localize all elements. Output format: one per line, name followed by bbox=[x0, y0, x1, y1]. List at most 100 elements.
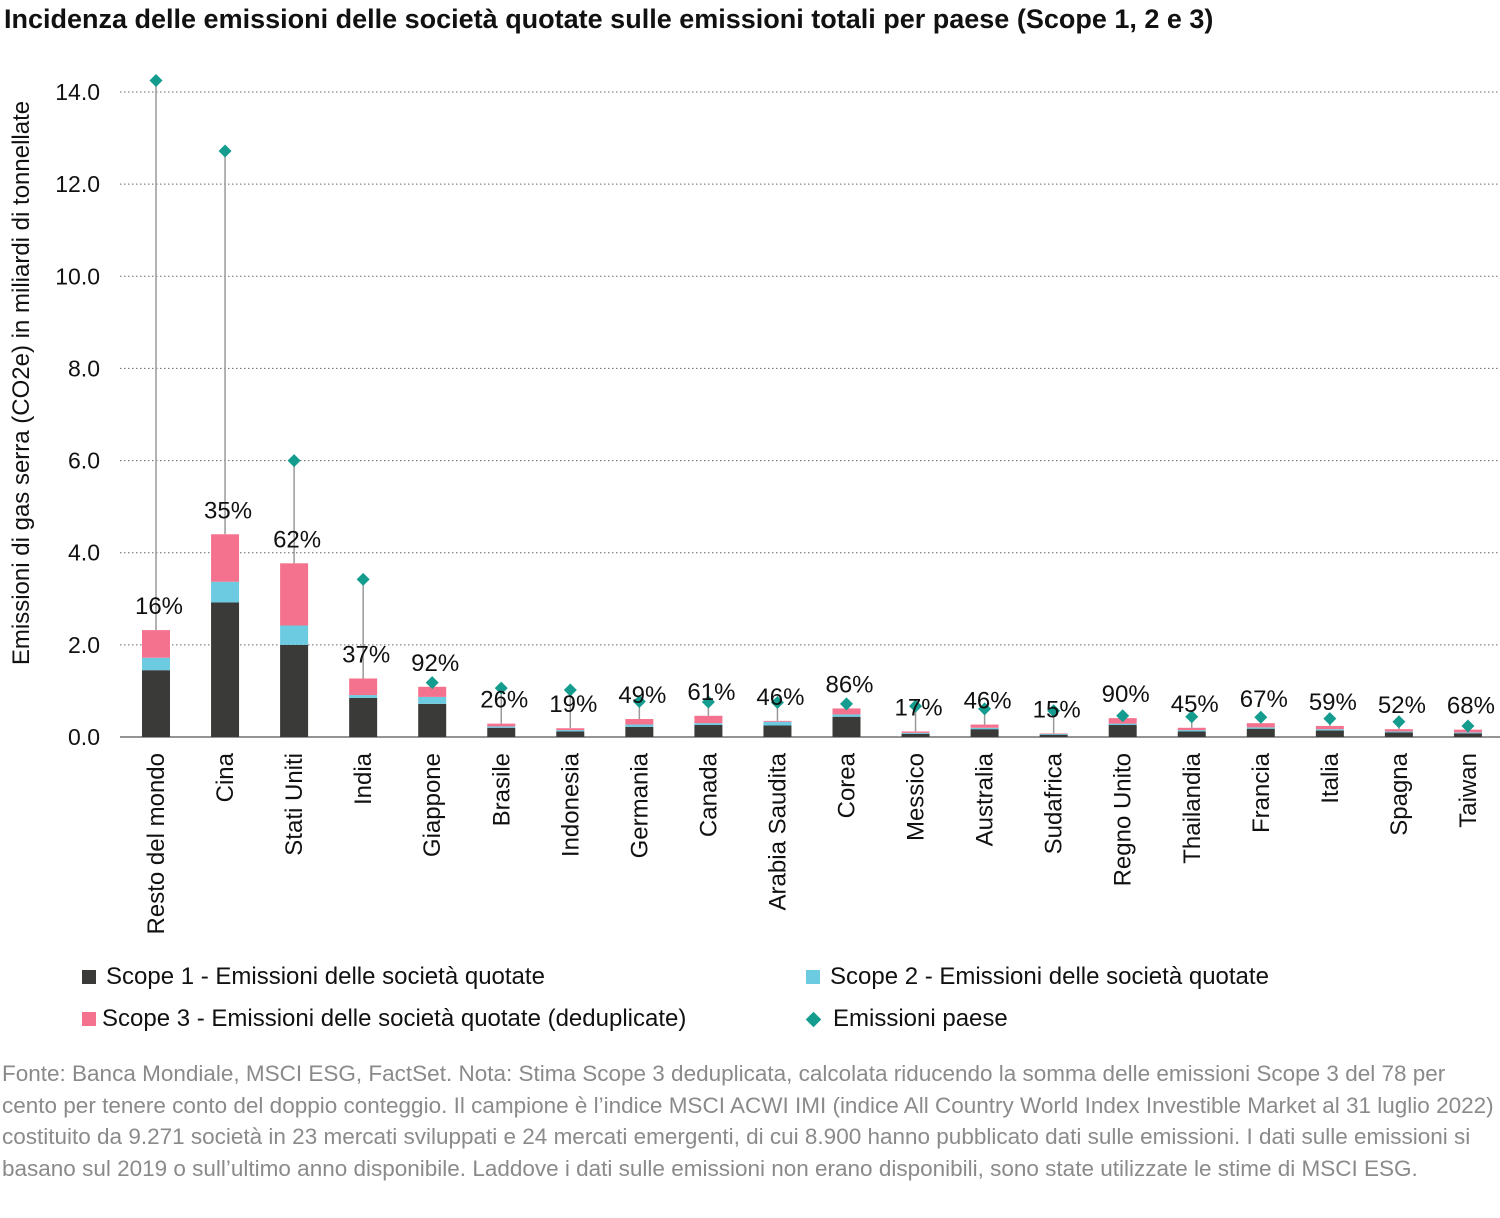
category-label: Taiwan bbox=[1455, 753, 1482, 828]
country-point bbox=[1254, 710, 1268, 724]
category-label: Messico bbox=[903, 753, 930, 841]
country-points bbox=[149, 73, 1475, 733]
country-point bbox=[425, 676, 439, 690]
data-label: 86% bbox=[825, 671, 873, 698]
bar-scope2 bbox=[1039, 733, 1068, 735]
bar-scope3 bbox=[280, 563, 309, 626]
category-label: Australia bbox=[972, 752, 999, 846]
data-label: 92% bbox=[411, 650, 459, 677]
data-label: 26% bbox=[480, 687, 528, 714]
bar-scope1 bbox=[694, 725, 723, 737]
bar-scope2 bbox=[1246, 727, 1275, 729]
category-label: Cina bbox=[212, 752, 239, 802]
bar-scope2 bbox=[556, 730, 585, 732]
category-label: Spagna bbox=[1386, 752, 1413, 835]
bar-scope2 bbox=[970, 727, 999, 730]
country-point bbox=[909, 699, 923, 713]
country-point bbox=[287, 454, 301, 468]
legend-label-scope2: Scope 2 - Emissioni delle società quotat… bbox=[830, 963, 1269, 990]
country-point bbox=[218, 144, 232, 158]
bar-scope1 bbox=[487, 727, 516, 737]
data-label: 17% bbox=[895, 694, 943, 721]
data-label: 52% bbox=[1378, 692, 1426, 719]
bar-scope1 bbox=[418, 703, 447, 737]
legend-swatch-scope3 bbox=[82, 1012, 96, 1026]
bar-scope2 bbox=[1315, 729, 1344, 731]
bar-scope1 bbox=[970, 729, 999, 737]
bar-scope3 bbox=[142, 630, 170, 658]
bar-scope1 bbox=[1108, 725, 1137, 737]
legend-swatch-scope2 bbox=[806, 970, 820, 984]
data-label: 61% bbox=[687, 679, 735, 706]
bar-scope3 bbox=[1246, 723, 1275, 728]
bar-scope3 bbox=[418, 686, 447, 697]
bar-scope3 bbox=[1177, 727, 1206, 731]
data-labels: 16% 35% 62% 37% 92% 26% 19% 49% 61% 46% 86% 17% 46% 1… bbox=[135, 497, 1495, 723]
bar-scope1 bbox=[832, 716, 861, 737]
country-point bbox=[770, 695, 784, 709]
legend-label-country: Emissioni paese bbox=[833, 1005, 1008, 1032]
bar-scope3 bbox=[901, 731, 930, 733]
data-label: 68% bbox=[1447, 693, 1495, 720]
bar-scope3 bbox=[211, 534, 240, 582]
bar-scope3 bbox=[1384, 729, 1413, 732]
category-label: Canada bbox=[695, 752, 722, 837]
data-label: 49% bbox=[618, 682, 666, 709]
country-point bbox=[1116, 709, 1130, 723]
bar-scope2 bbox=[625, 724, 654, 727]
country-point bbox=[494, 681, 508, 695]
bar-scope3 bbox=[349, 678, 378, 696]
source-note: Fonte: Banca Mondiale, MSCI ESG, FactSet… bbox=[2, 1061, 1494, 1181]
chart-title: Incidenza delle emissioni delle società … bbox=[4, 4, 1214, 34]
legend-item-scope2: Scope 2 - Emissioni delle società quotat… bbox=[806, 963, 1269, 991]
bar-scope3 bbox=[487, 723, 516, 727]
bar-scope1 bbox=[280, 644, 309, 737]
category-label: Sudafrica bbox=[1041, 752, 1068, 854]
data-label: 35% bbox=[204, 497, 252, 524]
bar-scope1 bbox=[349, 697, 378, 737]
category-label: Francia bbox=[1248, 752, 1275, 833]
category-label: Corea bbox=[834, 752, 861, 818]
bar-scope1 bbox=[1177, 731, 1206, 737]
bar-scope1 bbox=[211, 602, 240, 737]
bar-scope1 bbox=[1453, 733, 1482, 737]
stems bbox=[155, 80, 1469, 734]
category-label: Thailandia bbox=[1179, 752, 1206, 863]
data-label: 45% bbox=[1171, 691, 1219, 718]
data-label: 62% bbox=[273, 526, 321, 553]
data-label: 46% bbox=[756, 684, 804, 711]
bar-scope2 bbox=[901, 732, 930, 734]
bars bbox=[142, 534, 1482, 737]
bar-scope3 bbox=[1315, 725, 1344, 730]
bar-scope1 bbox=[556, 731, 585, 737]
category-label: Indonesia bbox=[557, 752, 584, 857]
category-label: Italia bbox=[1317, 752, 1344, 803]
data-label: 19% bbox=[549, 691, 597, 718]
axis-ticks: 0.0 2.0 4.0 6.0 8.0 10.0 12.0 14.0 bbox=[55, 79, 100, 750]
country-point bbox=[1047, 704, 1061, 718]
bar-scope3 bbox=[763, 720, 792, 722]
category-label: Regno Unito bbox=[1110, 753, 1137, 886]
bar-scope2 bbox=[832, 714, 861, 717]
country-point bbox=[1323, 712, 1337, 726]
data-label: 15% bbox=[1033, 696, 1081, 723]
bar-scope1 bbox=[1315, 730, 1344, 737]
y-tick-label: 2.0 bbox=[68, 632, 100, 658]
bar-scope2 bbox=[1384, 731, 1413, 733]
bar-scope2 bbox=[142, 657, 170, 671]
bar-scope3 bbox=[832, 708, 861, 715]
bar-scope1 bbox=[1384, 732, 1413, 737]
bar-scope1 bbox=[763, 725, 792, 737]
chart-plot: 16% 35% 62% 37% 92% 26% 19% 49% 61% 46% 86% 17% 46% 1… bbox=[8, 73, 1500, 934]
data-label: 90% bbox=[1102, 681, 1150, 708]
bar-scope1 bbox=[901, 733, 930, 737]
legend-item-country: Emissioni paese bbox=[805, 1005, 1008, 1033]
legend-item-scope1: Scope 1 - Emissioni delle società quotat… bbox=[82, 963, 545, 991]
y-tick-label: 8.0 bbox=[68, 355, 100, 381]
country-point bbox=[356, 572, 370, 586]
category-label: India bbox=[350, 752, 377, 805]
category-label: Giappone bbox=[419, 753, 446, 857]
grid-lines bbox=[120, 91, 1500, 738]
country-point bbox=[632, 695, 646, 709]
country-point bbox=[149, 73, 163, 87]
